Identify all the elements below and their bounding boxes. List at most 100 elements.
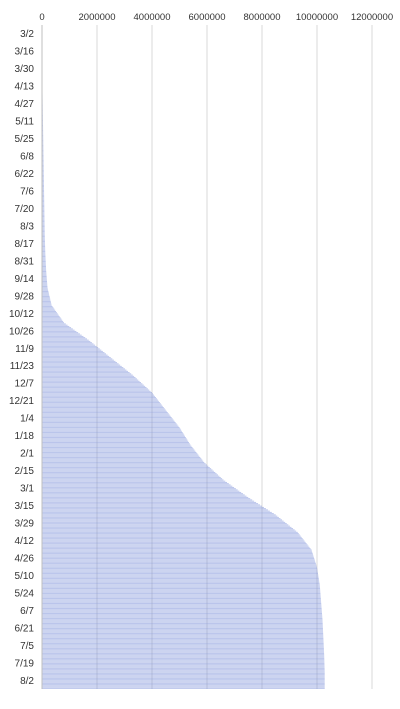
y-tick-label: 5/24: [15, 588, 35, 599]
bar: [42, 540, 305, 542]
bar: [42, 256, 46, 258]
bar: [42, 559, 315, 561]
bar: [42, 595, 321, 597]
bar: [42, 524, 289, 526]
bar: [42, 349, 102, 351]
bar: [42, 363, 119, 365]
bar: [42, 679, 325, 681]
bar: [42, 526, 292, 528]
bar: [42, 450, 196, 452]
bar: [42, 172, 44, 174]
bar: [42, 199, 45, 201]
bar: [42, 639, 324, 641]
bar: [42, 603, 322, 604]
bar: [42, 656, 325, 658]
bar: [42, 657, 325, 659]
bar: [42, 533, 299, 535]
bar: [42, 194, 45, 196]
bar: [42, 432, 183, 433]
bar: [42, 475, 220, 477]
bar: [42, 479, 224, 481]
bar: [42, 308, 55, 310]
bar: [42, 350, 103, 352]
bar: [42, 474, 218, 476]
bar: [42, 506, 264, 508]
y-tick-label: 3/29: [15, 519, 35, 530]
bar: [42, 598, 321, 599]
bar: [42, 377, 136, 379]
bar: [42, 359, 114, 361]
bar: [42, 414, 170, 416]
bar: [42, 545, 309, 547]
bar: [42, 620, 323, 622]
bar: [42, 218, 45, 220]
bar: [42, 485, 233, 487]
bar: [42, 514, 276, 516]
bar: [42, 254, 46, 256]
y-tick-label: 12/7: [15, 379, 35, 390]
y-tick-label: 10/26: [9, 326, 34, 337]
bar: [42, 476, 221, 478]
bar: [42, 667, 325, 669]
bar: [42, 247, 46, 249]
bar: [42, 495, 247, 497]
bar: [42, 389, 150, 391]
bar: [42, 433, 184, 435]
bar: [42, 213, 45, 215]
bar: [42, 672, 325, 674]
bar: [42, 651, 325, 653]
y-tick-label: 7/5: [20, 641, 34, 652]
bar: [42, 674, 325, 676]
bar: [42, 367, 124, 369]
bar: [42, 279, 47, 281]
bar: [42, 561, 316, 563]
bar: [42, 650, 324, 652]
bar: [42, 568, 318, 570]
bar: [42, 445, 192, 447]
bar: [42, 498, 251, 500]
bar: [42, 529, 295, 531]
bar: [42, 494, 245, 496]
bar: [42, 419, 174, 421]
bar: [42, 251, 46, 253]
bar: [42, 392, 152, 394]
bar: [42, 191, 45, 193]
bar: [42, 362, 118, 364]
bar: [42, 434, 185, 436]
bar: [42, 246, 46, 248]
bar: [42, 343, 94, 345]
bar: [42, 629, 323, 631]
bar: [42, 292, 49, 294]
bar: [42, 453, 198, 455]
bar: [42, 681, 325, 683]
bar: [42, 405, 163, 407]
bar: [42, 153, 44, 155]
bar: [42, 295, 50, 297]
bar: [42, 420, 175, 422]
bar: [42, 141, 44, 143]
bar: [42, 671, 325, 673]
bar: [42, 147, 44, 149]
bar: [42, 670, 325, 672]
bar: [42, 493, 243, 495]
bar: [42, 219, 45, 221]
bar: [42, 271, 47, 272]
bar: [42, 677, 325, 679]
bar: [42, 528, 294, 530]
bar: [42, 551, 313, 553]
bar: [42, 282, 48, 284]
bar: [42, 364, 121, 366]
bar: [42, 297, 50, 299]
bar: [42, 549, 312, 551]
bar: [42, 322, 64, 324]
bar: [42, 550, 312, 552]
bar: [42, 465, 209, 467]
bar: [42, 221, 45, 223]
y-tick-label: 5/25: [15, 134, 35, 145]
bar: [42, 483, 229, 485]
bar: [42, 548, 311, 550]
bars: [42, 26, 325, 689]
bar: [42, 637, 324, 639]
bar: [42, 484, 231, 486]
y-tick-label: 5/11: [15, 117, 34, 128]
